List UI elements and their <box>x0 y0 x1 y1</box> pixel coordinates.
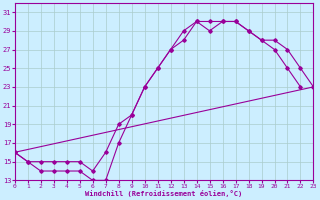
X-axis label: Windchill (Refroidissement éolien,°C): Windchill (Refroidissement éolien,°C) <box>85 190 243 197</box>
